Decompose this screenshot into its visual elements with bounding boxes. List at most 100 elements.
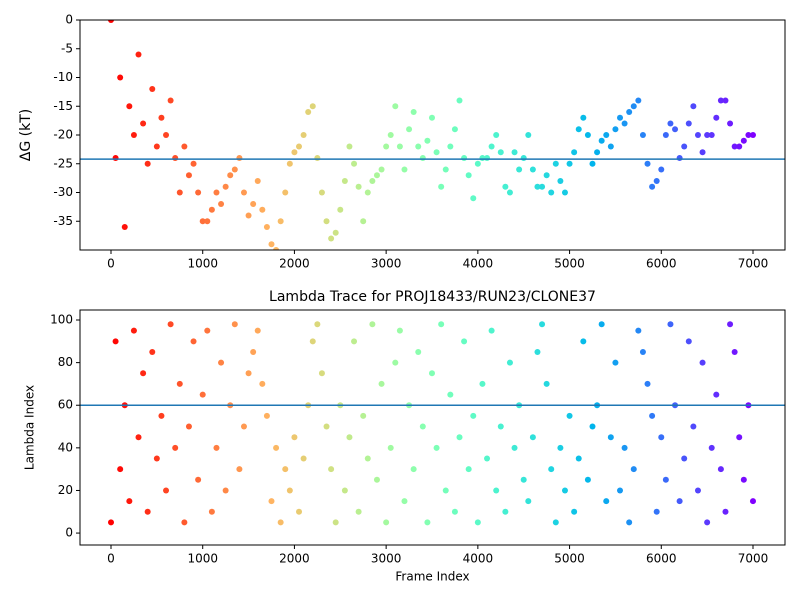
point xyxy=(506,359,513,366)
point xyxy=(561,189,568,196)
point xyxy=(351,338,358,345)
point xyxy=(520,476,527,483)
point xyxy=(245,370,252,377)
point xyxy=(236,466,243,473)
x-tick-label: 7000 xyxy=(738,552,769,566)
point xyxy=(149,86,156,92)
chart-title: Lambda Trace for PROJ18433/RUN23/CLONE37 xyxy=(269,289,596,305)
point xyxy=(708,132,715,138)
point xyxy=(539,183,546,190)
point xyxy=(282,466,289,473)
point xyxy=(461,338,468,345)
point xyxy=(612,359,619,366)
point xyxy=(323,218,330,225)
point xyxy=(442,166,449,173)
point xyxy=(282,189,289,196)
point xyxy=(259,380,266,387)
point xyxy=(291,434,298,441)
point xyxy=(360,218,367,225)
point xyxy=(277,218,284,225)
point xyxy=(351,160,358,167)
point xyxy=(259,206,266,213)
point xyxy=(268,498,275,505)
x-tick-label: 4000 xyxy=(463,552,494,566)
point xyxy=(745,132,752,138)
point xyxy=(195,476,202,483)
point xyxy=(589,423,596,430)
point xyxy=(158,412,165,419)
point xyxy=(240,423,247,430)
point xyxy=(112,338,119,345)
point xyxy=(694,487,701,494)
point xyxy=(717,466,724,473)
point xyxy=(428,114,435,121)
point xyxy=(314,155,321,161)
point xyxy=(117,466,124,473)
y-tick-label: -30 xyxy=(53,185,73,199)
point xyxy=(731,143,738,150)
y-tick-label: -25 xyxy=(53,156,73,170)
point xyxy=(318,370,325,377)
point xyxy=(396,143,403,150)
point xyxy=(493,132,500,138)
point xyxy=(236,155,243,161)
point xyxy=(190,338,197,345)
x-tick-label: 0 xyxy=(107,552,115,566)
point xyxy=(479,380,486,387)
point xyxy=(296,508,303,515)
y-tick-label: 20 xyxy=(58,483,73,497)
x-tick-label: 3000 xyxy=(371,257,402,271)
point xyxy=(653,178,660,184)
point xyxy=(694,132,701,138)
point xyxy=(484,155,491,161)
point xyxy=(346,143,353,150)
point xyxy=(474,160,481,167)
point xyxy=(438,183,445,190)
point xyxy=(373,172,380,179)
point xyxy=(461,155,468,161)
point xyxy=(107,519,114,526)
x-tick-label: 4000 xyxy=(463,257,494,271)
point xyxy=(254,327,261,334)
point xyxy=(218,201,225,207)
y-tick-label: -5 xyxy=(61,41,73,55)
point xyxy=(727,120,734,127)
point xyxy=(727,321,734,328)
point xyxy=(195,189,202,196)
point xyxy=(190,160,197,167)
point xyxy=(328,235,335,242)
point xyxy=(415,348,422,355)
point xyxy=(268,241,275,248)
point xyxy=(167,321,174,328)
point xyxy=(364,455,371,462)
y-axis-label: Lambda Index xyxy=(23,385,37,470)
point xyxy=(497,149,504,156)
axes-frame xyxy=(79,309,786,546)
point xyxy=(250,201,257,207)
point xyxy=(474,519,481,526)
point xyxy=(208,508,215,515)
point xyxy=(621,444,628,451)
point xyxy=(309,103,316,110)
point xyxy=(630,103,637,110)
point xyxy=(346,434,353,441)
point xyxy=(639,348,646,355)
x-tick-label: 2000 xyxy=(279,552,310,566)
point xyxy=(635,97,642,104)
point xyxy=(685,338,692,345)
point xyxy=(580,114,587,121)
point xyxy=(172,444,179,451)
point xyxy=(410,109,417,115)
point xyxy=(401,166,408,173)
point xyxy=(649,183,656,190)
point xyxy=(672,126,679,133)
point xyxy=(415,143,422,150)
point xyxy=(153,143,160,150)
point xyxy=(690,423,697,430)
point xyxy=(571,508,578,515)
point xyxy=(740,476,747,483)
y-tick-label: 60 xyxy=(58,398,73,412)
point xyxy=(708,444,715,451)
point xyxy=(484,455,491,462)
point xyxy=(181,143,188,150)
